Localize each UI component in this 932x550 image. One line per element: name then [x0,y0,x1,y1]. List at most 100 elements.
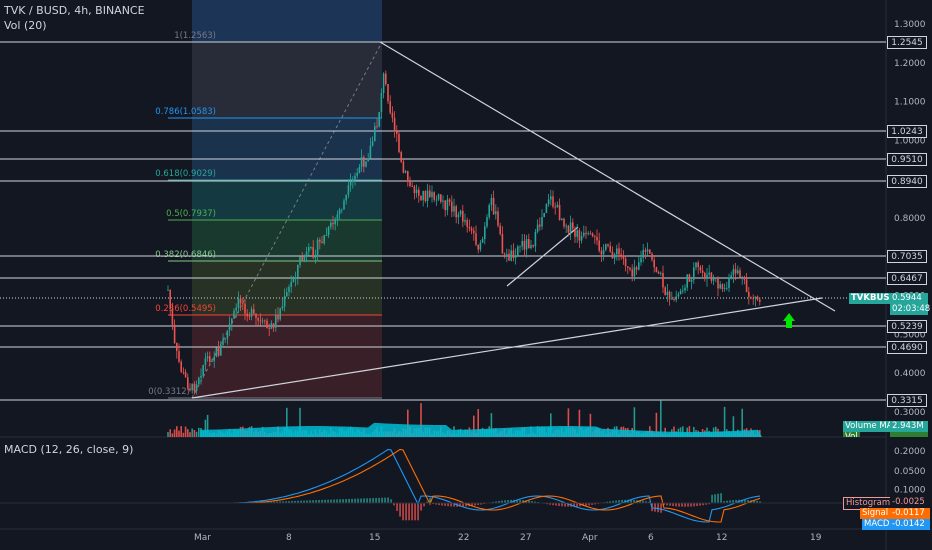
fib-trend-line [191,41,383,399]
histogram-bar [309,500,311,504]
histogram-bar [585,503,587,506]
candle [191,383,193,394]
histogram-bar [363,498,365,504]
candle [668,290,671,306]
macd-value: -0.0142 [890,519,930,530]
histogram-bar [516,499,518,504]
level-tag[interactable]: 0.3315 [887,394,927,407]
histogram-bar [420,503,422,511]
candle [578,228,581,248]
candle [541,209,543,230]
candle [473,226,475,241]
volume-indicator-label[interactable]: Vol (20) [4,19,47,32]
histogram-bar [321,499,323,504]
level-tag[interactable]: 0.8940 [887,175,927,188]
candle [664,285,666,296]
candle [321,236,323,244]
histogram-bar [372,498,374,504]
candle [611,246,614,259]
candle [448,198,451,206]
volume-bar [182,432,185,437]
candle [710,272,713,284]
histogram-bar [399,503,401,517]
trend-lines[interactable] [191,41,836,399]
candle [303,254,306,263]
candle [576,224,578,244]
fib-label-0236: 0.236(0.5495) [155,304,216,314]
candle [264,319,266,325]
candle [728,273,730,293]
candle [585,226,587,239]
histogram-bar [402,503,404,521]
histogram-bar [576,503,578,507]
volume-bar [189,432,191,437]
candle [244,298,246,321]
histogram-bar [675,503,677,507]
histogram-bar [417,503,419,521]
volume-bar [732,416,735,437]
candle [666,283,669,302]
candle [620,247,622,260]
candle [341,208,343,214]
minor-trendline[interactable] [506,226,579,287]
candle [180,359,182,374]
horizontal-levels[interactable] [0,41,886,401]
histogram-bar [318,500,320,504]
candle [224,338,226,343]
histogram-bar [390,499,392,504]
candle [528,233,530,249]
candle [233,308,235,319]
candle [587,231,589,236]
level-tag[interactable]: 1.2545 [887,36,927,49]
candle [539,217,541,231]
fib-retracement[interactable]: 1(1.2563) 0.786(1.0583) 0.618(0.9029) 0.… [148,0,383,399]
candle [679,288,682,295]
volume-bar [180,426,182,437]
candle [354,172,356,186]
histogram-bar [678,503,680,507]
volume-bar [193,430,196,437]
price-axis-label: 0.4000 [894,369,926,379]
level-tag[interactable]: 0.7035 [887,250,927,263]
histogram-bar [327,499,329,504]
candle [457,211,460,225]
histogram-bar [303,500,305,504]
macd-indicator-label[interactable]: MACD (12, 26, close, 9) [4,443,134,456]
level-tag[interactable]: 1.0243 [887,125,927,138]
symbol-title[interactable]: TVK / BUSD, 4h, BINANCE [4,4,145,17]
candle [495,204,497,220]
candle [488,203,490,220]
candle [638,255,640,271]
histogram-bar [474,503,476,506]
candle [686,274,688,292]
level-tag[interactable]: 0.4690 [887,341,927,354]
histogram-bar [405,503,407,521]
macd-pane[interactable] [0,448,886,523]
candle [756,295,759,302]
candle [277,307,279,323]
descending-trendline[interactable] [379,41,836,312]
candlestick-series[interactable] [167,70,761,395]
candle [596,229,598,246]
level-tag[interactable]: 0.5239 [887,320,927,333]
candle [565,223,567,233]
candle [701,265,704,277]
level-tag[interactable]: 0.9510 [887,153,927,166]
histogram-bar [708,503,710,505]
candle [497,207,499,228]
candle [360,149,363,172]
ascending-trendline[interactable] [191,297,823,399]
candle [534,229,537,252]
histogram-bar [501,500,503,504]
candle [616,244,618,261]
last-price-badge: 0.5944 [890,293,928,304]
candle [305,246,308,263]
level-tag[interactable]: 0.6467 [887,272,927,285]
candle [607,243,609,248]
histogram-bar [639,500,641,504]
histogram-bar [432,503,434,505]
candle [561,217,563,221]
candle [514,248,517,265]
